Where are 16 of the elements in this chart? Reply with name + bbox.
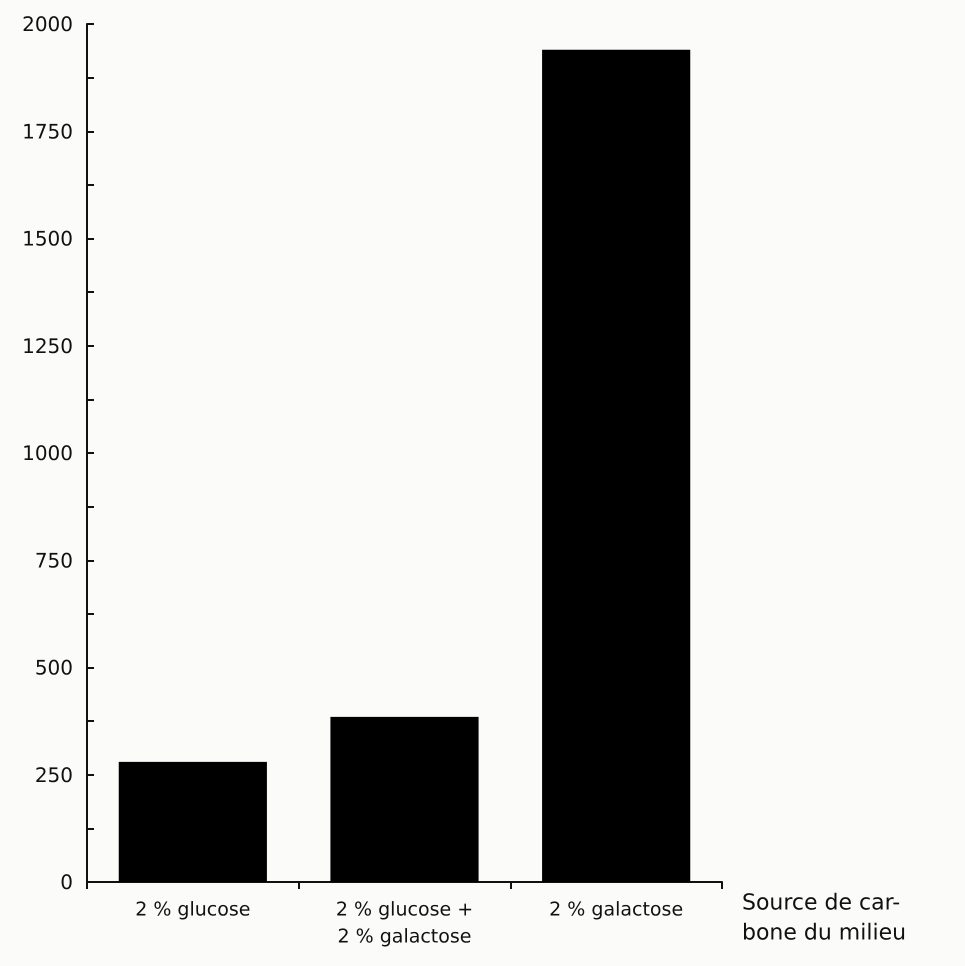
y-tick-label: 2000 bbox=[22, 12, 73, 36]
bar bbox=[542, 50, 690, 882]
y-tick-label: 0 bbox=[60, 870, 73, 894]
bar bbox=[330, 716, 479, 882]
bar bbox=[118, 762, 267, 882]
x-tick-label: 2 % glucose + 2 % galactose bbox=[336, 898, 474, 948]
y-tick-label: 750 bbox=[34, 548, 73, 572]
y-tick-label: 1500 bbox=[22, 226, 73, 250]
x-tick-label: 2 % galactose bbox=[549, 898, 684, 920]
y-tick-label: 1000 bbox=[22, 441, 73, 465]
y-tick-label: 1750 bbox=[22, 119, 73, 144]
y-tick-label: 1250 bbox=[22, 334, 73, 358]
y-tick-label: 500 bbox=[34, 656, 73, 680]
y-tick-label: 250 bbox=[34, 762, 73, 787]
x-axis-title: Source de car- bone du milieu bbox=[742, 890, 906, 946]
x-tick-label: 2 % glucose bbox=[135, 898, 250, 920]
